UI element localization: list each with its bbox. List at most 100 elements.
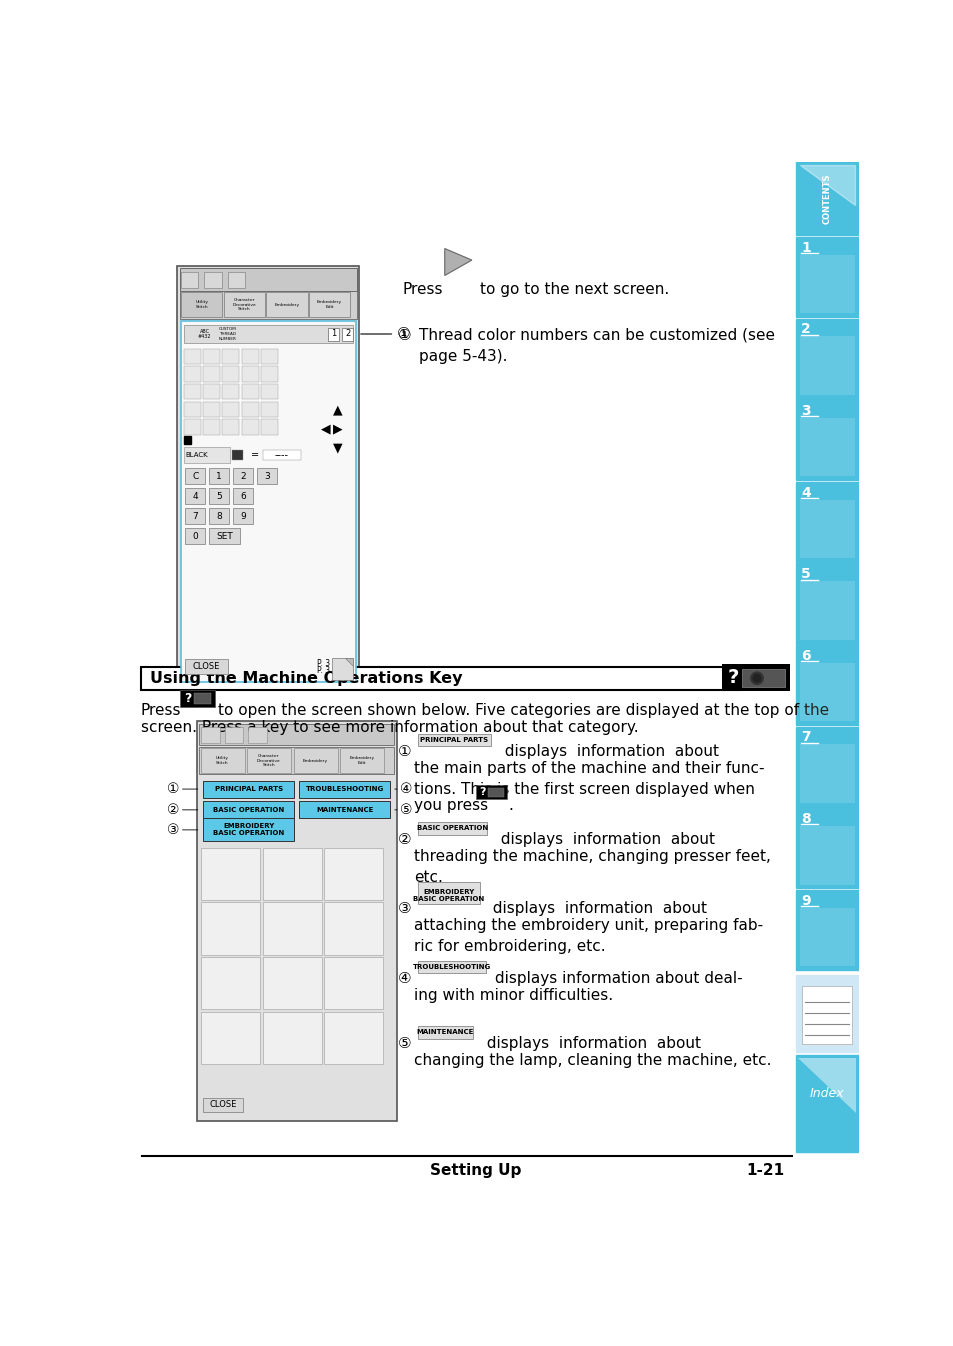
Bar [799, 744, 854, 804]
Bar [185, 528, 205, 544]
Bar [201, 848, 260, 900]
Text: BASIC OPERATION: BASIC OPERATION [416, 825, 488, 832]
Bar [721, 665, 790, 692]
Text: =: = [251, 450, 258, 460]
Bar [185, 507, 205, 524]
Text: to go to the next screen.: to go to the next screen. [479, 281, 668, 296]
Text: CONTENTS: CONTENTS [821, 174, 831, 223]
Bar [262, 902, 321, 954]
Text: SET: SET [216, 532, 233, 541]
Bar [795, 727, 858, 806]
Text: 3: 3 [264, 471, 270, 481]
Bar [222, 384, 239, 400]
Text: Thread color numbers can be customized (see
page 5-43).: Thread color numbers can be customized (… [418, 328, 775, 363]
Text: ①: ① [397, 743, 412, 759]
Text: displays information about deal-: displays information about deal- [489, 970, 741, 985]
Text: Embroidery: Embroidery [274, 303, 299, 307]
Text: P. 3: P. 3 [316, 660, 330, 668]
Bar [799, 254, 854, 314]
Text: you press: you press [414, 798, 487, 813]
Text: displays  information  about: displays information about [491, 832, 715, 847]
Bar [183, 324, 353, 343]
Bar [799, 907, 854, 966]
Bar [183, 401, 200, 417]
Text: ③: ③ [167, 822, 179, 837]
Bar [183, 420, 200, 435]
Bar [298, 781, 390, 798]
Polygon shape [444, 249, 472, 276]
Bar [185, 489, 205, 505]
Bar [261, 420, 278, 435]
Text: 7: 7 [193, 511, 198, 521]
Text: changing the lamp, cleaning the machine, etc.: changing the lamp, cleaning the machine,… [414, 1053, 770, 1069]
Bar [488, 787, 503, 797]
Bar [799, 417, 854, 476]
Text: EMBROIDERY
BASIC OPERATION: EMBROIDERY BASIC OPERATION [213, 824, 284, 836]
Bar [261, 349, 278, 363]
Text: attaching the embroidery unit, preparing fab-
ric for embroidering, etc.: attaching the embroidery unit, preparing… [414, 918, 762, 954]
Text: 9: 9 [801, 894, 810, 907]
Bar [298, 801, 390, 818]
Bar [201, 902, 260, 954]
Text: Character
Decorative
Stitch: Character Decorative Stitch [233, 299, 256, 311]
Bar [233, 489, 253, 505]
Bar [261, 366, 278, 382]
Text: 4: 4 [193, 491, 198, 501]
Bar [200, 748, 245, 773]
Bar [795, 237, 858, 318]
Bar [261, 384, 278, 400]
Text: ▼: ▼ [333, 441, 342, 455]
Polygon shape [798, 1058, 856, 1113]
Text: EMBROIDERY
BASIC OPERATION: EMBROIDERY BASIC OPERATION [413, 888, 484, 902]
Text: TROUBLESHOOTING: TROUBLESHOOTING [412, 964, 491, 970]
Text: PRINCIPAL PARTS: PRINCIPAL PARTS [214, 786, 282, 791]
Bar [795, 162, 858, 236]
Bar [201, 1012, 260, 1063]
Bar [262, 957, 321, 1010]
Bar [203, 401, 220, 417]
Text: 1: 1 [216, 471, 222, 481]
Text: 9: 9 [240, 511, 246, 521]
Text: 2: 2 [240, 471, 246, 481]
Bar [181, 272, 198, 288]
Bar [203, 818, 294, 841]
Bar [181, 320, 355, 682]
Text: CLOSE: CLOSE [193, 662, 219, 672]
Bar [795, 400, 858, 481]
Text: ④: ④ [397, 970, 412, 985]
Text: P. 3: P. 3 [316, 666, 330, 674]
Text: screen. Press a key to see more information about that category.: screen. Press a key to see more informat… [141, 720, 638, 735]
Bar [241, 349, 258, 363]
Bar [262, 848, 321, 900]
Text: BASIC OPERATION: BASIC OPERATION [213, 806, 284, 813]
Bar [417, 1026, 473, 1039]
Bar [323, 957, 382, 1010]
Text: ◀: ◀ [321, 423, 331, 436]
Text: ?: ? [184, 692, 191, 705]
Bar [328, 328, 339, 341]
Text: C: C [192, 471, 198, 481]
Bar [799, 499, 854, 559]
Bar [183, 349, 200, 363]
Text: 1: 1 [801, 241, 810, 254]
Bar [199, 724, 394, 746]
Bar [203, 366, 220, 382]
Text: Index: Index [809, 1088, 843, 1101]
Bar [203, 781, 294, 798]
Text: displays  information  about: displays information about [495, 743, 719, 759]
Text: 1-21: 1-21 [745, 1163, 783, 1179]
Bar [795, 319, 858, 398]
Text: 5: 5 [801, 567, 810, 581]
Bar [795, 645, 858, 725]
Bar [241, 401, 258, 417]
Text: CUSTOM
THREAD
NUMBER: CUSTOM THREAD NUMBER [218, 327, 236, 341]
Text: 5: 5 [216, 491, 222, 501]
Text: Utility
Stitch: Utility Stitch [195, 300, 208, 310]
Text: ①: ① [167, 782, 179, 795]
Text: ①: ① [397, 328, 412, 343]
Bar [179, 268, 356, 291]
Text: Using the Machine Operations Key: Using the Machine Operations Key [150, 670, 462, 685]
Text: ⑤: ⑤ [397, 1036, 412, 1051]
Polygon shape [799, 166, 854, 205]
Bar [232, 451, 243, 460]
